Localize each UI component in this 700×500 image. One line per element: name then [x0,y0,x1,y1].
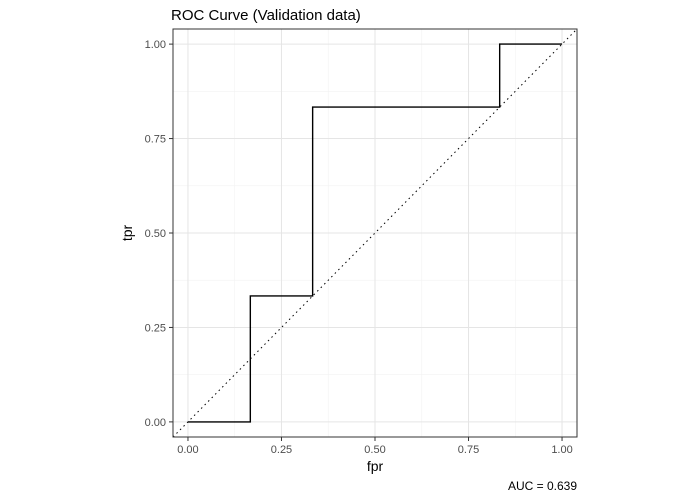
series-layer [172,28,578,438]
x-tick-label: 0.25 [271,444,292,456]
y-tick-label: 0.25 [145,322,166,334]
auc-caption: AUC = 0.639 [508,479,577,493]
y-tick-label: 0.50 [145,228,166,240]
x-axis-ticks: 0.00 0.25 0.50 0.75 1.00 [177,437,573,456]
grid-major [173,29,577,437]
chart-title: ROC Curve (Validation data) [171,7,361,24]
y-axis-ticks: 0.00 0.25 0.50 0.75 1.00 [145,39,173,429]
x-tick-label: 0.75 [458,444,479,456]
y-tick-label: 0.00 [145,417,166,429]
y-tick-label: 0.75 [145,134,166,146]
y-axis-title: tpr [119,224,135,241]
y-tick-label: 1.00 [145,39,166,51]
roc-curve-line [187,43,563,423]
x-tick-label: 1.00 [551,444,572,456]
x-tick-label: 0.50 [364,444,385,456]
x-tick-label: 0.00 [177,444,198,456]
x-axis-title: fpr [367,458,384,474]
diagonal-reference-line [172,28,578,438]
